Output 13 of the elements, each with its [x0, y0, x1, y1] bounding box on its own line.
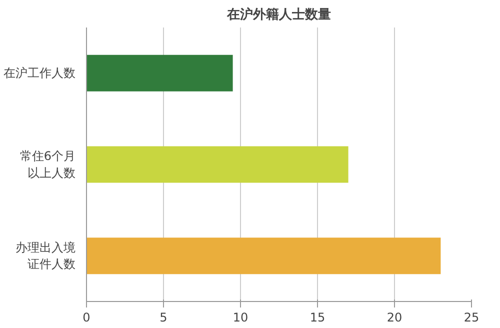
y-tick-label: 在沪工作人数 — [4, 66, 76, 80]
x-tick-label: 0 — [82, 310, 90, 324]
x-tick-label: 10 — [232, 310, 248, 324]
y-tick-label: 常住6个月以上人数 — [20, 149, 76, 180]
bar — [86, 146, 348, 183]
chart-title: 在沪外籍人士数量 — [226, 6, 331, 22]
bar — [86, 238, 441, 274]
x-tick-label: 20 — [386, 310, 402, 324]
x-tick-label: 25 — [464, 310, 480, 324]
x-tick-label: 15 — [310, 310, 326, 324]
y-tick-label: 办理出入境证件人数 — [16, 240, 76, 272]
bar — [86, 54, 233, 92]
x-tick-label: 5 — [160, 310, 168, 324]
